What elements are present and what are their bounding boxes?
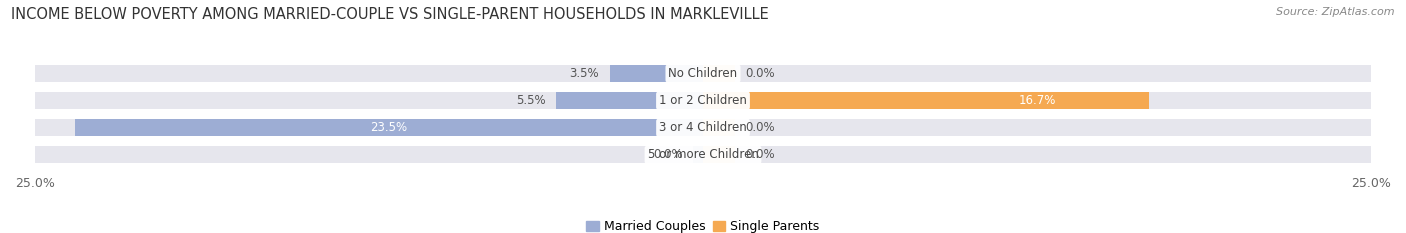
Bar: [555, 92, 703, 109]
Bar: [35, 92, 1371, 109]
Text: 1 or 2 Children: 1 or 2 Children: [659, 94, 747, 107]
Bar: [703, 65, 735, 82]
Text: 5 or more Children: 5 or more Children: [648, 148, 758, 161]
Text: 16.7%: 16.7%: [1019, 94, 1056, 107]
Bar: [693, 146, 703, 163]
Text: 5.5%: 5.5%: [516, 94, 546, 107]
Text: 3 or 4 Children: 3 or 4 Children: [659, 121, 747, 134]
Text: 0.0%: 0.0%: [745, 121, 775, 134]
Text: Source: ZipAtlas.com: Source: ZipAtlas.com: [1277, 7, 1395, 17]
Text: 23.5%: 23.5%: [371, 121, 408, 134]
Text: 0.0%: 0.0%: [745, 148, 775, 161]
Bar: [703, 92, 1149, 109]
Bar: [35, 65, 1371, 82]
Text: 0.0%: 0.0%: [652, 148, 683, 161]
Bar: [35, 146, 1371, 163]
Text: 3.5%: 3.5%: [569, 67, 599, 80]
Text: INCOME BELOW POVERTY AMONG MARRIED-COUPLE VS SINGLE-PARENT HOUSEHOLDS IN MARKLEV: INCOME BELOW POVERTY AMONG MARRIED-COUPL…: [11, 7, 769, 22]
Text: 0.0%: 0.0%: [745, 67, 775, 80]
Bar: [703, 119, 735, 136]
Bar: [609, 65, 703, 82]
Bar: [75, 119, 703, 136]
Bar: [35, 119, 1371, 136]
Bar: [703, 146, 735, 163]
Legend: Married Couples, Single Parents: Married Couples, Single Parents: [581, 215, 825, 233]
Text: No Children: No Children: [668, 67, 738, 80]
